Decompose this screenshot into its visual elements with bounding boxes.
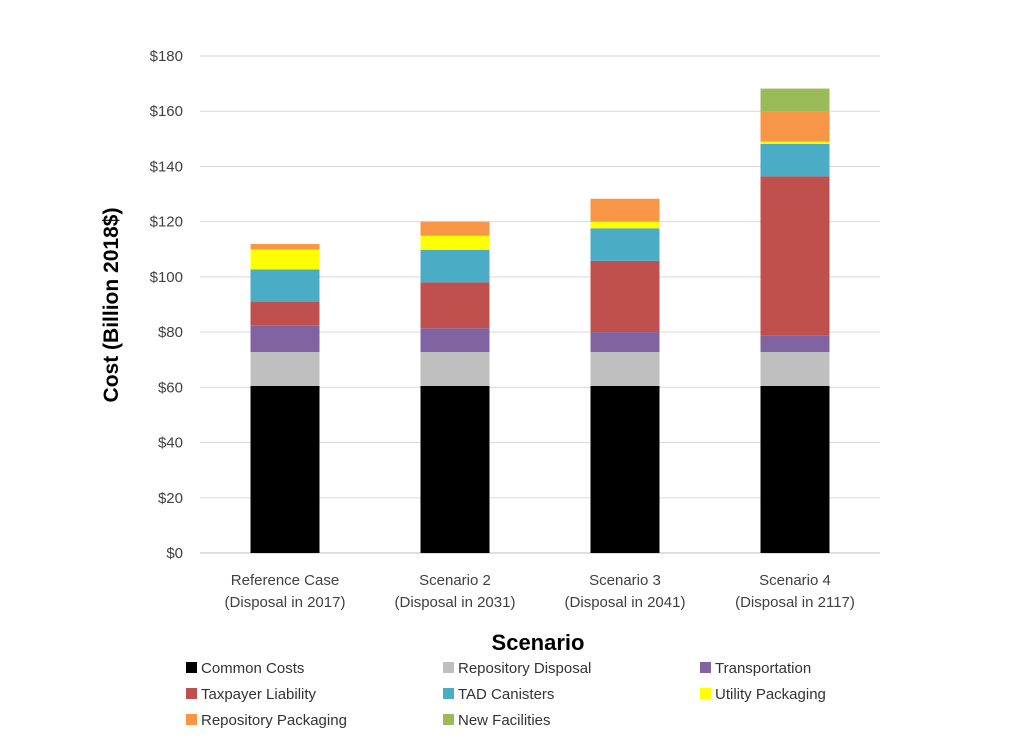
y-tick-label: $20	[158, 490, 183, 507]
legend-item: Repository Packaging	[186, 712, 347, 729]
bar-segment-common-costs	[420, 385, 490, 553]
legend-swatch	[443, 688, 454, 699]
legend-item: Taxpayer Liability	[186, 686, 317, 703]
legend-label: Utility Packaging	[715, 686, 826, 703]
x-axis-label: Scenario	[492, 630, 585, 655]
bar-segment-transportation	[420, 328, 490, 352]
legend: Common Costs Repository Disposal Transport…	[186, 660, 826, 729]
y-tick-label: $180	[150, 48, 183, 65]
bar-segment-repository-disposal	[590, 351, 660, 386]
legend-label: Transportation	[715, 660, 811, 677]
bar-segment-tad-canisters	[590, 228, 660, 261]
legend-swatch	[186, 688, 197, 699]
x-tick-label: Scenario 2	[419, 572, 491, 589]
y-axis-ticks: $0 $20 $40 $60 $80 $100 $120 $140 $160 $180	[150, 48, 183, 562]
legend-swatch	[186, 662, 197, 673]
bar-stack	[760, 88, 830, 553]
legend-swatch	[700, 688, 711, 699]
legend-label: Taxpayer Liability	[201, 686, 317, 703]
bar-segment-repository-packaging	[250, 244, 320, 250]
legend-item: New Facilities	[443, 712, 551, 729]
y-tick-label: $160	[150, 103, 183, 120]
legend-label: Repository Packaging	[201, 712, 347, 729]
y-tick-label: $100	[150, 269, 183, 286]
bar-segment-transportation	[760, 335, 830, 352]
bar-segment-utility-packaging	[250, 249, 320, 270]
bar-segment-common-costs	[590, 385, 660, 553]
x-tick-label: Reference Case	[231, 572, 339, 589]
bar-segment-taxpayer-liability	[420, 282, 490, 329]
bar-stack	[250, 244, 320, 553]
y-tick-label: $60	[158, 379, 183, 396]
bar-segment-repository-disposal	[760, 351, 830, 386]
legend-swatch	[443, 714, 454, 725]
y-tick-label: $140	[150, 158, 183, 175]
legend-label: Repository Disposal	[458, 660, 591, 677]
bar-segment-utility-packaging	[760, 141, 830, 144]
x-axis-categories: Reference Case (Disposal in 2017) Scenario…	[225, 572, 855, 611]
bar-stack	[590, 198, 660, 553]
bar-segment-tad-canisters	[250, 269, 320, 303]
legend-swatch	[443, 662, 454, 673]
legend-swatch	[186, 714, 197, 725]
bar-segment-utility-packaging	[590, 221, 660, 229]
x-tick-label: (Disposal in 2031)	[395, 594, 516, 611]
bars	[250, 88, 830, 553]
bar-segment-tad-canisters	[420, 249, 490, 283]
y-tick-label: $80	[158, 324, 183, 341]
bar-segment-taxpayer-liability	[760, 176, 830, 336]
x-tick-label: Scenario 4	[759, 572, 831, 589]
y-tick-label: $40	[158, 435, 183, 452]
legend-item: Common Costs	[186, 660, 304, 677]
legend-item: Utility Packaging	[700, 686, 826, 703]
legend-swatch	[700, 662, 711, 673]
bar-segment-taxpayer-liability	[590, 260, 660, 333]
legend-item: Repository Disposal	[443, 660, 591, 677]
bar-stack	[420, 221, 490, 553]
x-tick-label: (Disposal in 2017)	[225, 594, 346, 611]
bar-segment-common-costs	[250, 385, 320, 553]
y-axis-label: Cost (Billion 2018$)	[100, 208, 123, 403]
x-tick-label: Scenario 3	[589, 572, 661, 589]
bar-segment-common-costs	[760, 385, 830, 553]
legend-label: TAD Canisters	[458, 686, 554, 703]
bar-segment-transportation	[590, 332, 660, 352]
bar-segment-utility-packaging	[420, 235, 490, 250]
bar-segment-repository-packaging	[420, 221, 490, 236]
bar-segment-repository-packaging	[760, 111, 830, 142]
bar-segment-repository-packaging	[590, 198, 660, 222]
legend-label: Common Costs	[201, 660, 304, 677]
bar-segment-repository-disposal	[250, 351, 320, 386]
y-tick-label: $120	[150, 214, 183, 231]
x-tick-label: (Disposal in 2041)	[565, 594, 686, 611]
bar-segment-taxpayer-liability	[250, 302, 320, 326]
legend-item: TAD Canisters	[443, 686, 554, 703]
bar-segment-tad-canisters	[760, 143, 830, 177]
x-tick-label: (Disposal in 2117)	[735, 594, 855, 611]
legend-label: New Facilities	[458, 712, 551, 729]
legend-item: Transportation	[700, 660, 811, 677]
bar-segment-new-facilities	[760, 88, 830, 112]
y-tick-label: $0	[166, 545, 183, 562]
bar-segment-repository-disposal	[420, 351, 490, 386]
bar-segment-transportation	[250, 325, 320, 352]
